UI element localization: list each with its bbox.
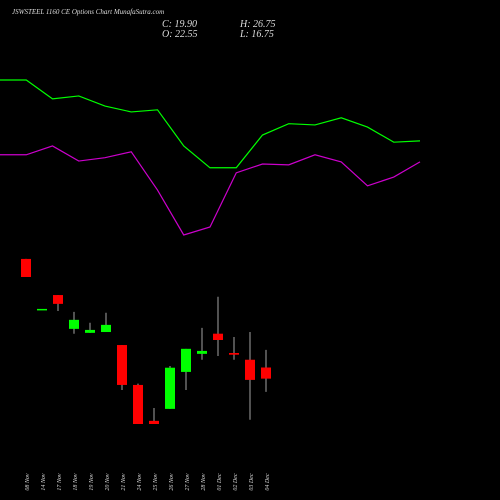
x-tick-label: 19 Nov bbox=[89, 473, 95, 491]
candle-body bbox=[261, 367, 271, 379]
ohlc-high: H: 26.75 bbox=[239, 19, 276, 30]
indicator-line bbox=[0, 145, 421, 236]
x-tick-label: 27 Nov bbox=[185, 473, 191, 491]
x-tick-label: 20 Nov bbox=[105, 473, 111, 491]
candle-body bbox=[165, 367, 175, 409]
x-tick-label: 26 Nov bbox=[169, 473, 175, 491]
ohlc-close: C: 19.90 bbox=[162, 19, 197, 30]
x-tick-label: 18 Nov bbox=[73, 473, 79, 491]
candle-body bbox=[197, 350, 207, 354]
candle-body bbox=[149, 420, 159, 424]
candle-body bbox=[117, 345, 127, 385]
x-tick-label: 24 Nov bbox=[136, 473, 143, 491]
x-tick-label: 14 Nov bbox=[40, 473, 47, 491]
x-tick-label: 03 Dec bbox=[249, 473, 255, 490]
x-tick-label: 25 Nov bbox=[153, 473, 159, 491]
candle-body bbox=[245, 359, 255, 380]
candle-body bbox=[101, 324, 111, 333]
x-tick-label: 08 Nov bbox=[25, 473, 31, 491]
ohlc-low: L: 16.75 bbox=[239, 29, 274, 40]
candle-body bbox=[229, 353, 239, 355]
ohlc-open: O: 22.55 bbox=[162, 29, 198, 40]
x-tick-label: 17 Nov bbox=[57, 473, 63, 491]
x-tick-label: 02 Dec bbox=[233, 473, 239, 490]
candle-body bbox=[21, 258, 31, 277]
candle-body bbox=[181, 348, 191, 372]
chart-title: JSWSTEEL 1160 CE Options Chart MunafaSut… bbox=[12, 8, 164, 16]
candle-body bbox=[69, 319, 79, 329]
x-tick-label: 04 Dec bbox=[264, 473, 271, 490]
x-tick-label: 01 Dec bbox=[217, 473, 223, 490]
x-tick-label: 21 Nov bbox=[121, 473, 127, 491]
candle-body bbox=[53, 295, 63, 304]
candle-body bbox=[37, 308, 47, 311]
candle-body bbox=[133, 384, 143, 424]
candle-body bbox=[85, 329, 95, 333]
x-tick-label: 28 Nov bbox=[201, 473, 207, 491]
indicator-line bbox=[0, 79, 421, 169]
candle-body bbox=[213, 333, 223, 340]
